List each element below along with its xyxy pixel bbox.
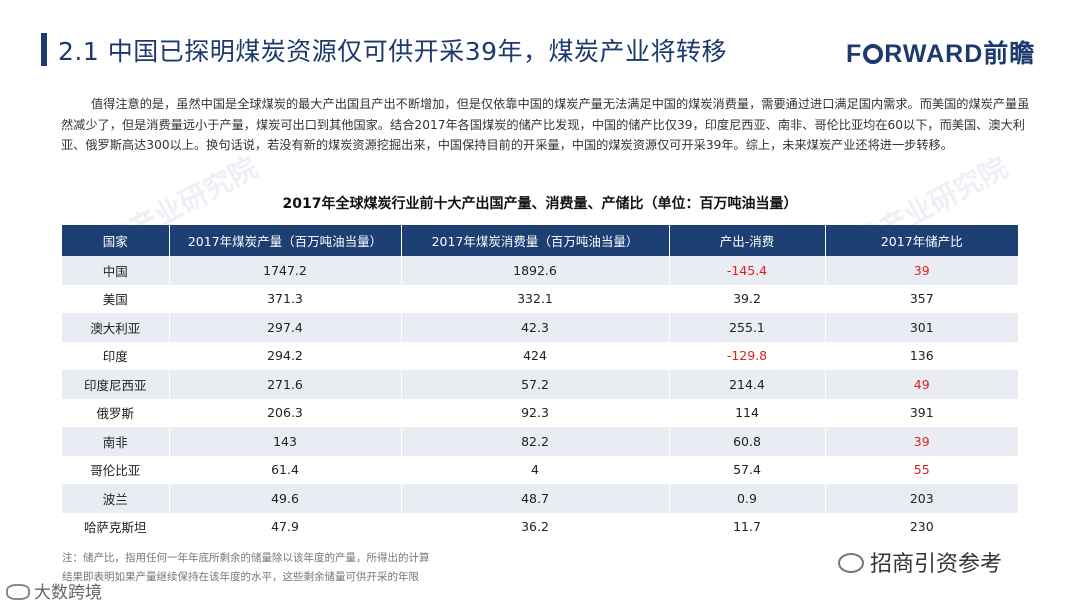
cell-ratio: 203 (825, 484, 1018, 513)
cell-diff: 57.4 (669, 455, 826, 484)
cell-production: 294.2 (169, 341, 402, 370)
logo-suffix: RWARD前瞻 (884, 40, 1036, 68)
intro-text: 值得注意的是，虽然中国是全球煤炭的最大产出国且产出不断增加，但是仅依靠中国的煤炭… (61, 97, 1030, 152)
cell-consumption: 36.2 (401, 512, 670, 541)
cell-consumption: 42.3 (401, 313, 670, 342)
cell-country: 波兰 (62, 484, 170, 513)
header-diff: 产出-消费 (669, 225, 826, 256)
cell-country: 澳大利亚 (62, 313, 170, 342)
cell-consumption: 1892.6 (401, 256, 670, 285)
cell-consumption: 57.2 (401, 370, 670, 399)
corner-text: 大数跨境 (34, 583, 102, 603)
footnote-line: 注：储产比，指用任何一年年底所剩余的储量除以该年度的产量，所得出的计算 (62, 552, 430, 564)
cell-country: 印度尼西亚 (62, 370, 170, 399)
wechat-account-label: 招商引资参考 (838, 546, 1002, 578)
cell-country: 俄罗斯 (62, 398, 170, 427)
table-row: 哈萨克斯坦 47.9 36.2 11.7 230 (62, 512, 1018, 541)
cell-production: 143 (169, 427, 402, 456)
coal-data-table: 国家 2017年煤炭产量（百万吨油当量） 2017年煤炭消费量（百万吨油当量） … (62, 225, 1018, 541)
footnote-line: 结果即表明如果产量继续保持在该年度的水平，这些剩余储量可供开采的年限 (62, 571, 419, 583)
cell-ratio: 301 (825, 313, 1018, 342)
cell-ratio: 49 (825, 370, 1018, 399)
table-row: 印度尼西亚 271.6 57.2 214.4 49 (62, 370, 1018, 399)
corner-watermark: 大数跨境 (6, 578, 102, 603)
footnote: 注：储产比，指用任何一年年底所剩余的储量除以该年度的产量，所得出的计算 结果即表… (62, 549, 532, 587)
cell-diff: 114 (669, 398, 826, 427)
cell-production: 61.4 (169, 455, 402, 484)
cell-production: 206.3 (169, 398, 402, 427)
table-row: 中国 1747.2 1892.6 -145.4 39 (62, 256, 1018, 285)
cell-diff: 255.1 (669, 313, 826, 342)
header-production: 2017年煤炭产量（百万吨油当量） (169, 225, 402, 256)
cell-country: 哥伦比亚 (62, 455, 170, 484)
cell-diff: 11.7 (669, 512, 826, 541)
cell-ratio: 39 (825, 256, 1018, 285)
table-row: 印度 294.2 424 -129.8 136 (62, 341, 1018, 370)
cell-production: 271.6 (169, 370, 402, 399)
cell-diff: 60.8 (669, 427, 826, 456)
corner-logo-icon (6, 584, 30, 600)
cell-consumption: 92.3 (401, 398, 670, 427)
cell-production: 297.4 (169, 313, 402, 342)
logo-ring-icon (863, 44, 884, 64)
cell-diff: 39.2 (669, 284, 826, 313)
table-row: 俄罗斯 206.3 92.3 114 391 (62, 398, 1018, 427)
cell-consumption: 4 (401, 455, 670, 484)
logo-prefix: F (846, 40, 863, 68)
cell-ratio: 357 (825, 284, 1018, 313)
cell-ratio: 39 (825, 427, 1018, 456)
cell-country: 中国 (62, 256, 170, 285)
table-row: 澳大利亚 297.4 42.3 255.1 301 (62, 313, 1018, 342)
table-row: 美国 371.3 332.1 39.2 357 (62, 284, 1018, 313)
cell-country: 印度 (62, 341, 170, 370)
cell-production: 47.9 (169, 512, 402, 541)
cell-country: 南非 (62, 427, 170, 456)
wechat-text: 招商引资参考 (870, 552, 1003, 577)
cell-diff: 0.9 (669, 484, 826, 513)
cell-ratio: 55 (825, 455, 1018, 484)
cell-production: 1747.2 (169, 256, 402, 285)
intro-paragraph: 值得注意的是，虽然中国是全球煤炭的最大产出国且产出不断增加，但是仅依靠中国的煤炭… (61, 94, 1041, 156)
forward-logo: F RWARD前瞻 (846, 34, 1035, 70)
header-country: 国家 (62, 225, 170, 256)
cell-consumption: 332.1 (401, 284, 670, 313)
cell-diff: -129.8 (669, 341, 826, 370)
cell-production: 371.3 (169, 284, 402, 313)
table-title: 2017年全球煤炭行业前十大产出国产量、消费量、产储比（单位：百万吨油当量） (282, 196, 798, 212)
wechat-icon (838, 553, 864, 573)
cell-diff: -145.4 (669, 256, 826, 285)
table-row: 哥伦比亚 61.4 4 57.4 55 (62, 455, 1018, 484)
header-consumption: 2017年煤炭消费量（百万吨油当量） (401, 225, 670, 256)
cell-country: 美国 (62, 284, 170, 313)
cell-production: 49.6 (169, 484, 402, 513)
cell-ratio: 136 (825, 341, 1018, 370)
table-header-row: 国家 2017年煤炭产量（百万吨油当量） 2017年煤炭消费量（百万吨油当量） … (62, 225, 1018, 256)
table-row: 波兰 49.6 48.7 0.9 203 (62, 484, 1018, 513)
cell-diff: 214.4 (669, 370, 826, 399)
cell-ratio: 391 (825, 398, 1018, 427)
cell-consumption: 82.2 (401, 427, 670, 456)
cell-country: 哈萨克斯坦 (62, 512, 170, 541)
cell-consumption: 424 (401, 341, 670, 370)
title-accent-bar (41, 33, 47, 66)
page-title: 2.1 中国已探明煤炭资源仅可供开采39年，煤炭产业将转移 (58, 37, 728, 66)
header-ratio: 2017年储产比 (825, 225, 1018, 256)
cell-consumption: 48.7 (401, 484, 670, 513)
cell-ratio: 230 (825, 512, 1018, 541)
table-row: 南非 143 82.2 60.8 39 (62, 427, 1018, 456)
